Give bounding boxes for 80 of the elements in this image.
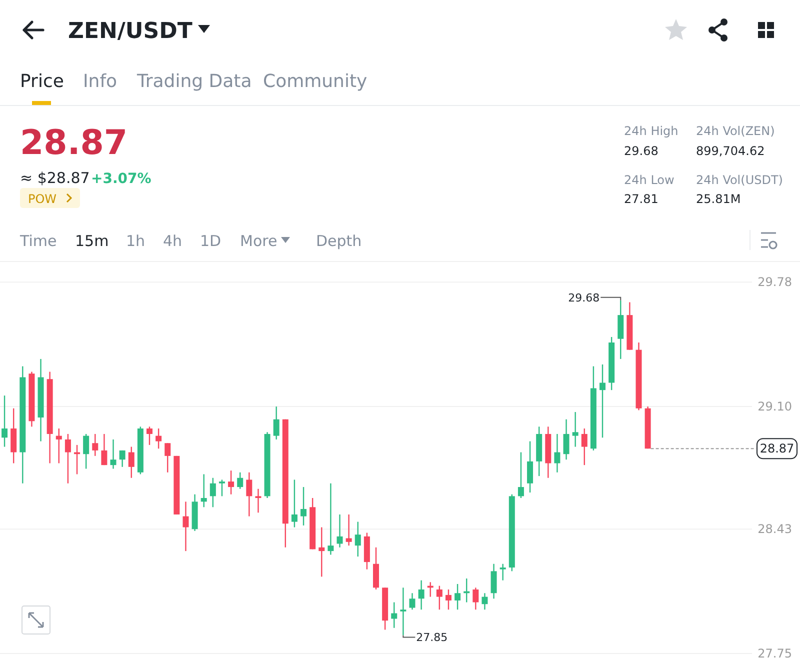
candlestick (618, 300, 624, 360)
text: 25.81M (696, 192, 741, 206)
y-tick-label: 28.43 (758, 522, 792, 536)
candlestick (83, 433, 90, 470)
candlestick (409, 592, 416, 610)
candlestick (10, 408, 17, 464)
chart-title: ZEN/USDT (68, 19, 192, 44)
text: 29.68 (624, 144, 658, 158)
candlestick (518, 452, 524, 499)
candlestick (101, 433, 108, 466)
candlestick (128, 446, 134, 478)
text: 1D (200, 232, 222, 250)
candlestick (445, 588, 452, 610)
candlestick (110, 438, 116, 470)
candlestick (572, 411, 578, 448)
text: 1h (126, 232, 146, 250)
candlestick (436, 585, 442, 610)
y-tick-label: 29.78 (758, 275, 792, 290)
text: ≈ $28.87 (20, 169, 90, 187)
candlestick (391, 602, 398, 628)
candlestick (373, 546, 379, 590)
text: 899,704.62 (696, 144, 765, 158)
text: Time (19, 232, 57, 250)
candlestick (119, 450, 126, 468)
candlestick (400, 587, 406, 636)
candlestick (482, 592, 488, 610)
annotation: 29.68 (568, 291, 600, 304)
candlestick (218, 479, 225, 497)
candlestick (156, 428, 162, 450)
text: 24h Low (624, 173, 675, 187)
candlestick (600, 364, 606, 438)
text: 15m (75, 232, 109, 250)
candlestick (581, 428, 588, 466)
candlestick (92, 433, 98, 457)
candlestick (64, 433, 71, 484)
candlestick (328, 482, 334, 556)
text: 24h Vol(ZEN) (696, 124, 775, 138)
text: Depth (316, 232, 362, 250)
candlestick (554, 433, 560, 473)
y-tick-label: 29.10 (758, 400, 792, 414)
text: 27.81 (624, 192, 658, 206)
candlestick (318, 526, 325, 578)
candlestick (255, 488, 262, 514)
text: 24h Vol(USDT) (696, 173, 783, 187)
candlestick (418, 580, 424, 610)
text: 24h High (624, 124, 678, 138)
text: Community (263, 71, 368, 92)
text: More (240, 232, 278, 250)
candlestick (454, 583, 461, 610)
text: POW (28, 192, 57, 206)
annotation: 27.85 (416, 631, 448, 644)
candlestick (210, 477, 216, 508)
candlestick (182, 501, 189, 552)
candlestick (300, 486, 307, 526)
candlestick (237, 472, 244, 490)
candlestick (56, 428, 62, 464)
text: Trading Data (136, 71, 252, 92)
candlestick (291, 479, 298, 528)
candlestick (228, 470, 234, 495)
candlestick (273, 406, 280, 440)
candlestick (563, 418, 570, 460)
candlestick (200, 474, 207, 508)
y-tick-label: 27.75 (758, 646, 792, 659)
text: 28.87 (20, 123, 128, 163)
candlestick (336, 514, 343, 548)
text: Price (20, 71, 64, 92)
candlestick (490, 563, 497, 600)
candlestick (346, 514, 352, 546)
candlestick (354, 521, 361, 558)
candlestick (472, 587, 479, 610)
candlestick (164, 442, 171, 473)
text: +3.07% (91, 171, 152, 187)
ref-line-label: 28.87 (760, 442, 794, 456)
text: 4h (163, 232, 182, 250)
candlestick (500, 563, 506, 581)
candlestick (2, 394, 8, 448)
candlestick (146, 426, 152, 446)
candlestick (246, 472, 252, 517)
candlestick (527, 440, 534, 494)
text: Info (83, 71, 118, 92)
